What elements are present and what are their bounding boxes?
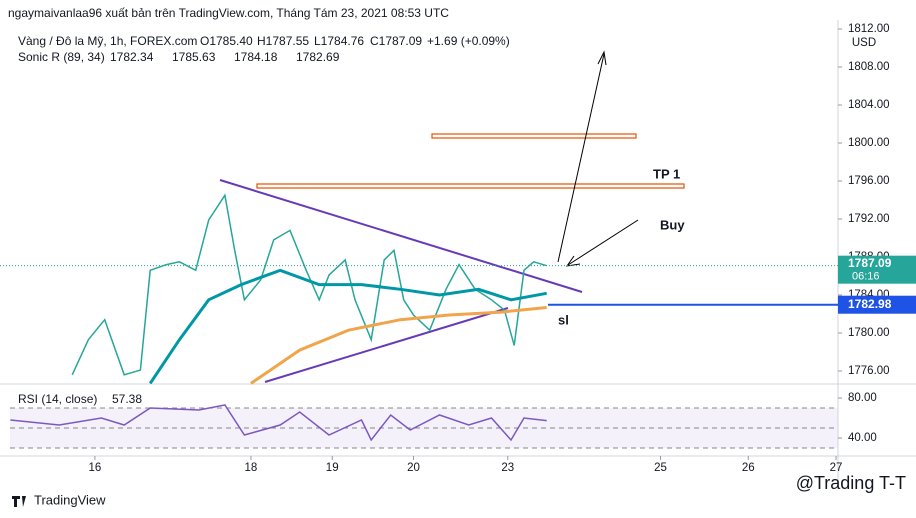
logo — [12, 496, 26, 507]
y-tick-label: 40.00 — [848, 432, 877, 444]
y-tick-label: 1800.00 — [848, 137, 890, 149]
price-line-label: 1782.98 — [848, 297, 892, 311]
indicator-value: 1785.63 — [172, 50, 216, 64]
x-tick-label: 25 — [654, 462, 667, 474]
arrow — [557, 53, 605, 263]
series-line — [10, 404, 547, 442]
x-tick-label: 23 — [501, 462, 514, 474]
series-line — [250, 306, 547, 385]
change: +1.69 (+0.09%) — [427, 34, 510, 48]
target-zone — [256, 183, 685, 189]
annotation: TP 1 — [653, 166, 680, 181]
ohlc-close: C1787.09 — [370, 34, 422, 48]
indicator-value: 1784.18 — [234, 50, 278, 64]
indicator-value: 1782.34 — [110, 50, 154, 64]
annotation: Buy — [660, 217, 685, 232]
annotation: sl — [558, 312, 569, 327]
series-line — [148, 268, 547, 385]
symbol: Vàng / Đô la Mỹ, 1h, FOREX.com — [18, 34, 197, 48]
arrow-head — [597, 50, 607, 66]
rsi-value: 57.38 — [112, 392, 142, 406]
series-line — [71, 193, 547, 376]
last-price-label: 1787.09 — [848, 256, 892, 270]
brand: TradingView — [34, 492, 106, 507]
x-tick-label: 20 — [407, 462, 420, 474]
currency: USD — [852, 37, 876, 49]
trendline — [219, 179, 583, 293]
y-tick-label: 80.00 — [848, 392, 877, 404]
y-tick-label: 1780.00 — [848, 327, 890, 339]
target-zone — [431, 133, 637, 139]
trendline — [264, 307, 509, 383]
last-price-box — [838, 255, 916, 284]
price-line-box — [838, 295, 916, 314]
watermark: @Trading T-T — [796, 473, 906, 493]
publish-info: ngaymaivanlaa96 xuất bản trên TradingVie… — [8, 6, 449, 20]
x-tick-label: 16 — [89, 462, 102, 474]
y-tick-label: 1776.00 — [848, 365, 890, 377]
ohlc-high: H1787.55 — [257, 34, 309, 48]
x-tick-label: 18 — [245, 462, 258, 474]
y-tick-label: 1812.00 — [848, 23, 890, 35]
ohlc-open: O1785.40 — [200, 34, 253, 48]
y-tick-label: 1804.00 — [848, 99, 890, 111]
x-tick-label: 27 — [830, 462, 843, 474]
indicator: Sonic R (89, 34) — [18, 50, 105, 64]
y-tick-label: 1796.00 — [848, 175, 890, 187]
x-tick-label: 26 — [742, 462, 755, 474]
y-tick-label: 1808.00 — [848, 61, 890, 73]
arrow — [567, 219, 639, 266]
rsi-label: RSI (14, close) — [18, 392, 97, 406]
y-tick-label: 1792.00 — [848, 213, 890, 225]
countdown: 06:16 — [852, 271, 880, 283]
indicator-value: 1782.69 — [296, 50, 340, 64]
x-tick-label: 19 — [326, 462, 339, 474]
ohlc-low: L1784.76 — [314, 34, 364, 48]
